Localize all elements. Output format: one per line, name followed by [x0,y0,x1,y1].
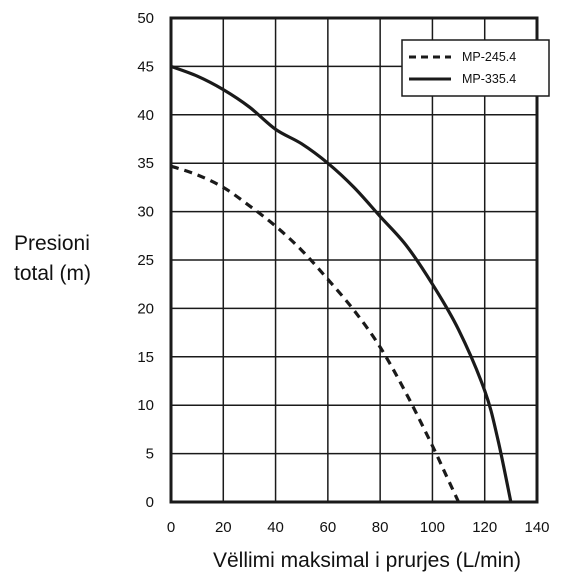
legend: MP-245.4 MP-335.4 [401,39,550,97]
x-axis-label: Vëllimi maksimal i prurjes (L/min) [213,549,521,572]
y-tick-label: 25 [137,252,154,269]
series-line-mp-245-4 [170,164,461,503]
x-tick-label: 40 [267,519,284,536]
y-tick-label: 20 [137,300,154,317]
y-tick-label: 10 [137,397,154,414]
plot-frame [169,16,539,504]
y-tick-label: 45 [137,58,154,75]
series-line-mp-335-4 [170,64,513,503]
grid [170,17,538,503]
legend-label-mp-245-4: MP-245.4 [462,50,516,64]
series-layer [170,64,513,503]
y-tick-label: 5 [146,446,154,463]
y-axis-label-line-2: total (m) [14,262,91,285]
x-tick-label: 20 [215,519,232,536]
x-tick-label: 0 [167,519,175,536]
legend-label-mp-335-4: MP-335.4 [462,72,516,86]
y-tick-label: 0 [146,494,154,511]
x-tick-label: 80 [372,519,389,536]
y-tick-label: 50 [137,10,154,27]
x-tick-label: 140 [524,519,549,536]
x-tick-label: 120 [472,519,497,536]
y-tick-label: 15 [137,349,154,366]
legend-box [401,39,550,97]
y-axis-label-line-1: Presioni [14,232,90,255]
y-tick-label: 40 [137,107,154,124]
x-tick-label: 60 [320,519,337,536]
x-tick-label: 100 [420,519,445,536]
tick-labels: 0 5 10 15 20 25 30 35 40 45 50 0 20 40 60 80 100 120 140 [137,10,549,536]
y-tick-label: 30 [137,204,154,221]
y-tick-label: 35 [137,155,154,172]
